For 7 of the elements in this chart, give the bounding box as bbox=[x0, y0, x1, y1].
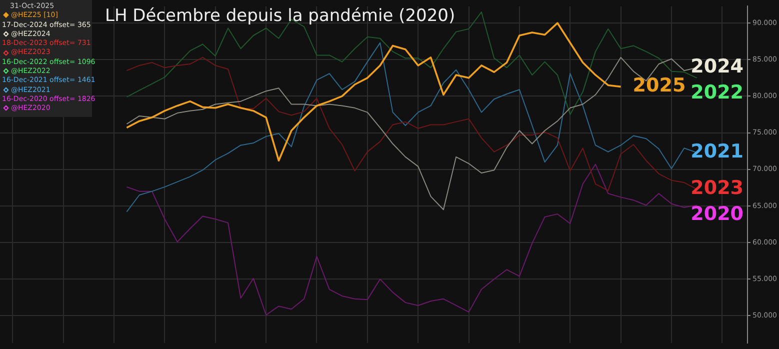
series-label: 2021 bbox=[690, 140, 744, 162]
series-label: 2025 bbox=[632, 74, 686, 97]
chart-title: LH Décembre depuis la pandémie (2020) bbox=[105, 6, 456, 26]
series-label: 2023 bbox=[690, 177, 744, 200]
series-label: 2024 bbox=[690, 56, 744, 78]
series-label: 2020 bbox=[690, 203, 744, 226]
series-label: 2022 bbox=[690, 82, 744, 104]
